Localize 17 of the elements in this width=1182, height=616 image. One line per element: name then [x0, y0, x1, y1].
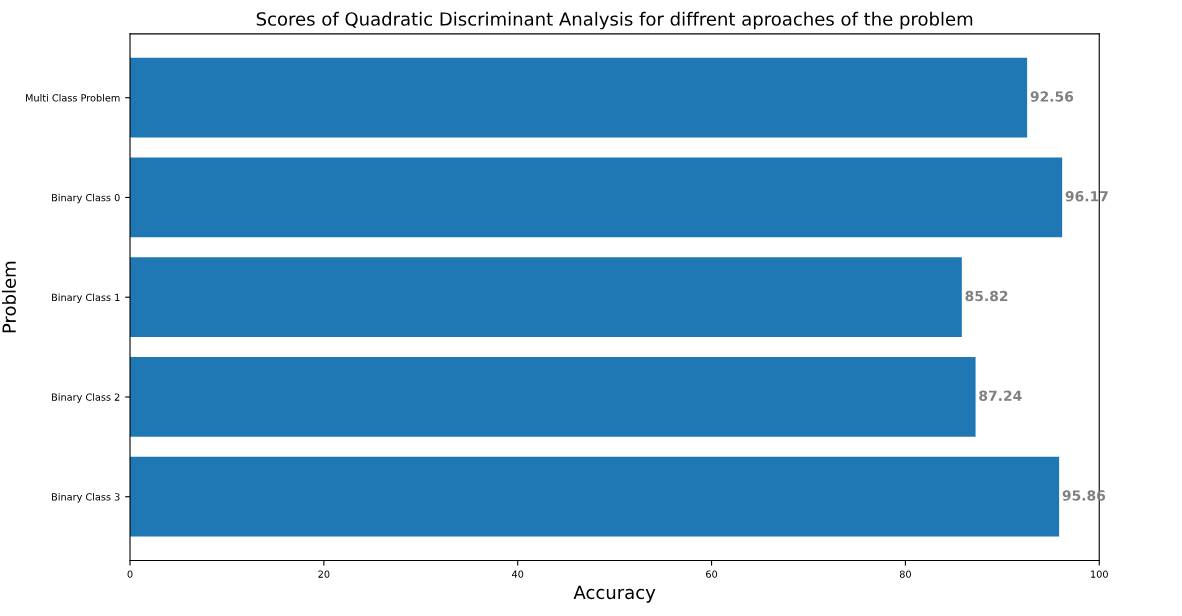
x-axis-title: Accuracy	[573, 585, 656, 603]
x-tick-label: 20	[318, 570, 330, 578]
y-tick-label: Binary Class 1	[52, 293, 120, 303]
data-label: 87.24	[979, 390, 1022, 401]
chart-title: Scores of Quadratic Discriminant Analysis for diffrent aproaches of the problem	[256, 11, 973, 30]
data-label: 92.56	[1030, 91, 1074, 102]
y-tick-label: Multi Class Problem	[25, 94, 120, 102]
x-tick-label: 40	[512, 570, 524, 578]
y-tick-label: Binary Class 2	[52, 393, 120, 403]
x-tick-label: 60	[706, 570, 718, 578]
y-tick-label: Binary Class 0	[52, 193, 120, 204]
x-tick-label: 0	[127, 570, 133, 578]
y-tick-label: Binary Class 3	[52, 493, 120, 503]
x-tick-label: 100	[1091, 570, 1108, 578]
data-label: 85.82	[965, 290, 1008, 302]
y-axis-title: Problem	[2, 261, 16, 333]
x-tick-label: 80	[899, 570, 911, 578]
